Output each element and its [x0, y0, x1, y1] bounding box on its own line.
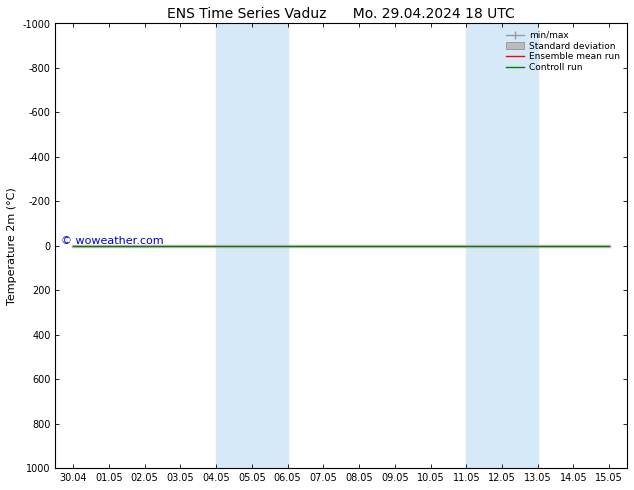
Text: © woweather.com: © woweather.com [61, 236, 164, 245]
Legend: min/max, Standard deviation, Ensemble mean run, Controll run: min/max, Standard deviation, Ensemble me… [503, 28, 623, 75]
Bar [216, 24, 288, 468]
Title: ENS Time Series Vaduz      Mo. 29.04.2024 18 UTC: ENS Time Series Vaduz Mo. 29.04.2024 18 … [167, 7, 515, 21]
Y-axis label: Temperature 2m (°C): Temperature 2m (°C) [7, 187, 17, 305]
Bar [466, 24, 538, 468]
